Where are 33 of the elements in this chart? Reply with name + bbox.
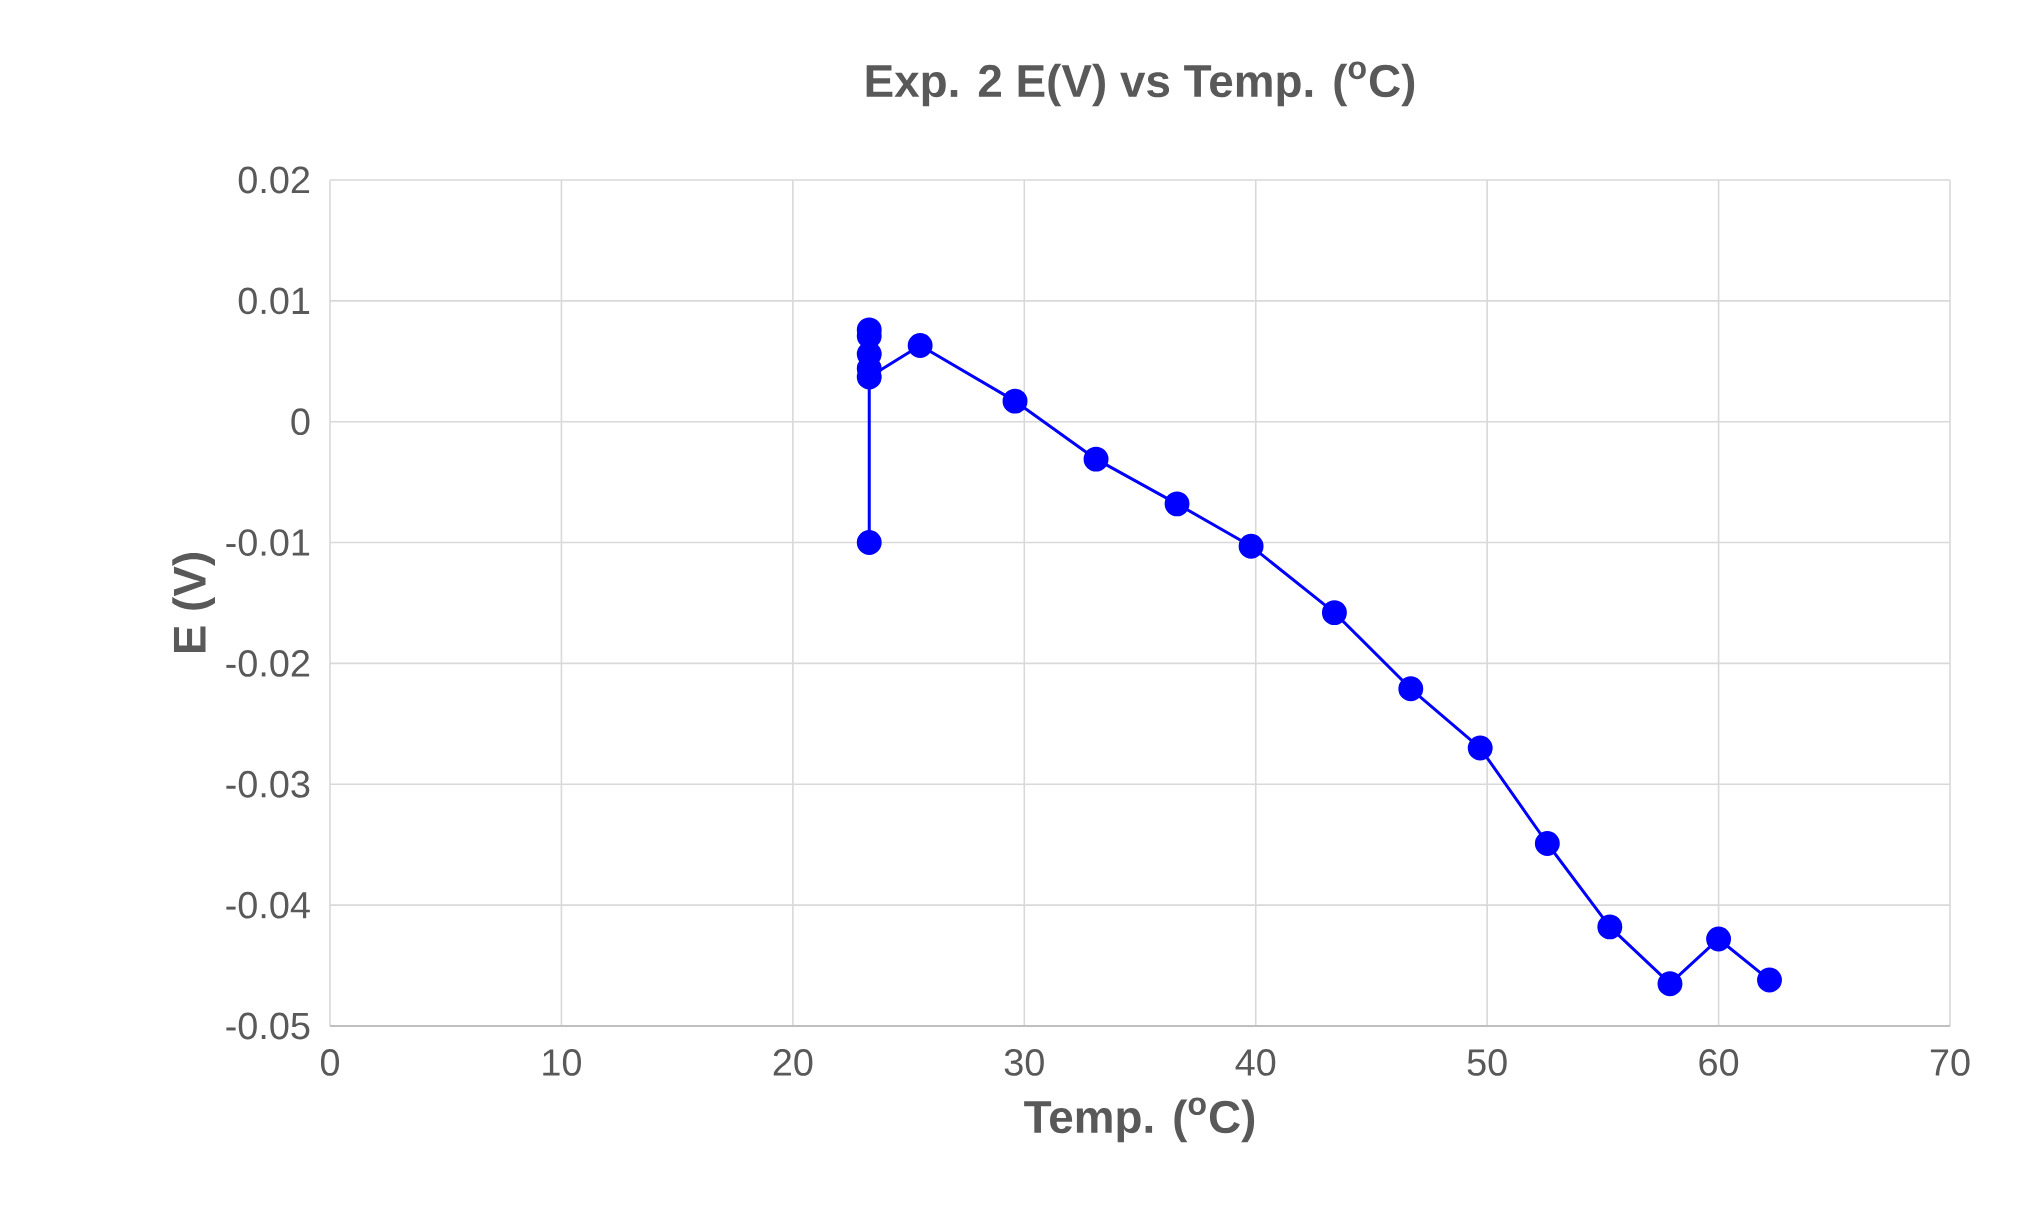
y-tick-label: -0.05 [226, 1012, 310, 1040]
y-tick-label: -0.01 [226, 529, 310, 556]
y-tick-label: -0.04 [226, 891, 310, 919]
y-tick-label: 0 [291, 408, 310, 436]
chart-title: Exp. 2 E(V) vs Temp. ($^{o}$C) [866, 61, 1415, 107]
x-tick-label: 40 [1235, 1049, 1276, 1076]
x-tick-label: 50 [1467, 1049, 1507, 1076]
point [1238, 533, 1264, 559]
y-tick-label: 0.02 [238, 166, 310, 194]
x-axis-title: Temp. ($^{o}$C) [1024, 1097, 1255, 1143]
point [1083, 446, 1109, 472]
x-tick-label: 30 [1004, 1049, 1044, 1076]
point [856, 530, 882, 556]
point [1757, 967, 1782, 993]
point [1467, 735, 1493, 761]
point [1002, 388, 1028, 414]
x-tick-label: 70 [1930, 1049, 1970, 1076]
point [1398, 676, 1424, 702]
x-tick-label: 20 [773, 1049, 813, 1076]
point [1706, 926, 1732, 952]
point [1321, 600, 1347, 626]
point [907, 333, 933, 359]
y-tick-label: 0.01 [238, 287, 310, 315]
y-tick-label: -0.02 [226, 650, 310, 677]
point [1534, 831, 1560, 856]
point [1597, 914, 1623, 940]
x-tick-label: 10 [543, 1049, 581, 1076]
x-tick-label: 0 [320, 1049, 340, 1076]
x-tick-label: 60 [1699, 1049, 1739, 1076]
y-tick-label: -0.03 [226, 770, 310, 798]
point [1164, 491, 1190, 517]
y-axis-title: E (V) [172, 553, 215, 653]
point [1657, 971, 1683, 997]
